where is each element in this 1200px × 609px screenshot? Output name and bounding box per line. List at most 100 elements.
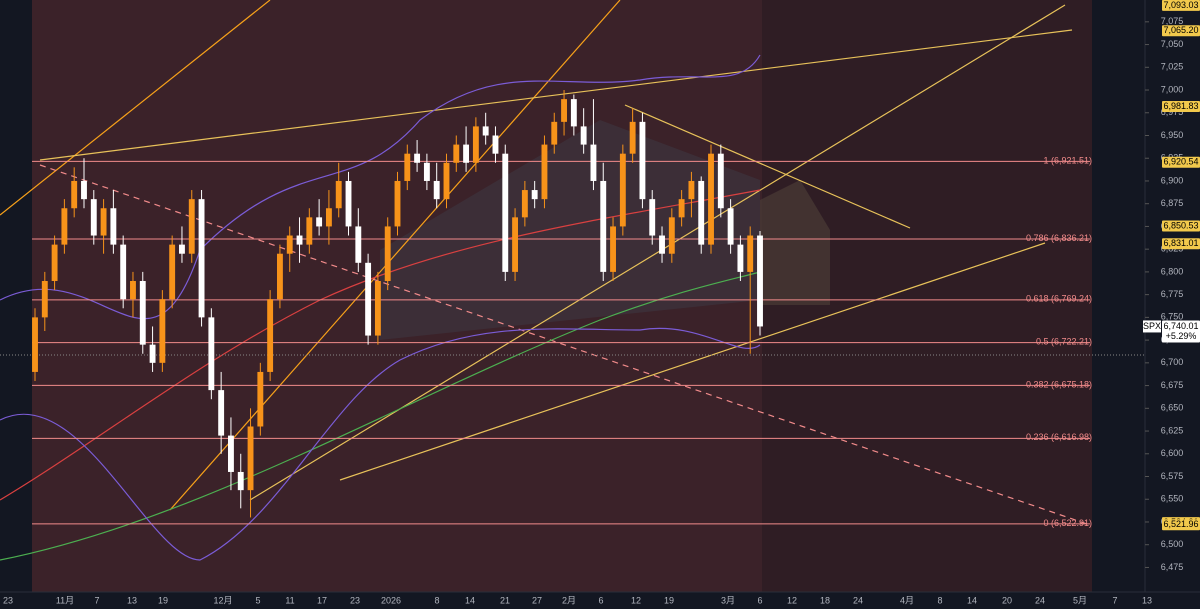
candle-body — [717, 153, 724, 209]
last-price-change: +5.29% — [1166, 331, 1197, 341]
x-tick-label: 12月 — [213, 595, 232, 605]
fib-label: 0 (6,522.91) — [1043, 518, 1092, 528]
candle-body — [757, 235, 763, 327]
x-tick-label: 7 — [1112, 595, 1117, 605]
candle-body — [610, 226, 616, 272]
candle-body — [443, 162, 450, 200]
fib-label: 0.236 (6,616.98) — [1026, 432, 1092, 442]
x-tick-label: 2026 — [381, 595, 401, 605]
x-tick-label: 23 — [350, 595, 360, 605]
candle-body — [159, 299, 166, 363]
y-tick-label: 6,575 — [1161, 471, 1184, 481]
candle-body — [737, 244, 744, 272]
y-tick-label: 6,900 — [1161, 175, 1184, 185]
candle-body — [365, 262, 372, 336]
candle-body — [247, 426, 254, 491]
price-tag-label: 6,831.01 — [1163, 238, 1198, 248]
drawings — [0, 0, 1091, 561]
candle-body — [688, 180, 695, 200]
candle-body — [668, 217, 675, 254]
y-tick-label: 7,050 — [1161, 39, 1184, 49]
last-price-tag — [1162, 320, 1200, 343]
y-tick-label: 6,550 — [1161, 494, 1184, 504]
candle-body — [355, 226, 362, 263]
price-tag — [1162, 519, 1200, 531]
x-tick-label: 12 — [787, 595, 797, 605]
x-tick-label: 21 — [500, 595, 510, 605]
x-tick-label: 8 — [434, 595, 439, 605]
fib-label: 0.618 (6,769.24) — [1026, 294, 1092, 304]
y-tick-label: 6,875 — [1161, 198, 1184, 208]
x-tick-label: 24 — [853, 595, 863, 605]
candle-body — [727, 208, 734, 245]
candle-body — [472, 126, 479, 163]
candle-body — [492, 135, 499, 154]
candle-body — [521, 190, 528, 218]
candle-body — [619, 153, 626, 227]
candle-body — [51, 244, 58, 281]
y-tick-label: 6,950 — [1161, 130, 1184, 140]
fib-label: 1 (6,921.51) — [1043, 155, 1092, 165]
x-tick-label: 13 — [1142, 595, 1152, 605]
symbol-label: SPX — [1143, 321, 1161, 331]
candle-body — [678, 199, 685, 218]
x-tick-label: 20 — [1002, 595, 1012, 605]
x-tick-label: 5月 — [1073, 595, 1087, 605]
y-tick-label: 6,775 — [1161, 289, 1184, 299]
candle-body — [502, 153, 509, 272]
price-tag-label: 6,521.96 — [1163, 519, 1198, 529]
band-line — [0, 327, 761, 561]
x-tick-label: 7 — [94, 595, 99, 605]
candle-body — [71, 180, 78, 209]
candle-body — [541, 144, 548, 200]
candle-body — [208, 317, 215, 391]
x-tick-label: 2月 — [562, 595, 576, 605]
band-line — [0, 54, 761, 320]
candle-body — [747, 235, 754, 272]
candle-body — [306, 217, 313, 245]
y-tick-label: 6,750 — [1161, 312, 1184, 322]
x-tick-label: 5 — [255, 595, 260, 605]
candle-body — [590, 144, 597, 181]
x-tick-label: 11月 — [56, 595, 74, 605]
candle-body — [453, 144, 460, 163]
x-tick-label: 27 — [532, 595, 542, 605]
candle-body — [423, 162, 430, 181]
x-tick-label: 6 — [598, 595, 603, 605]
price-tag — [1162, 156, 1200, 168]
candle-body — [218, 390, 225, 436]
y-tick-label: 6,675 — [1161, 380, 1184, 390]
candle-body — [531, 190, 538, 200]
x-tick-label: 4月 — [900, 595, 914, 605]
y-tick-label: 6,600 — [1161, 448, 1184, 458]
candle-body — [286, 235, 293, 254]
y-tick-label: 6,800 — [1161, 266, 1184, 276]
x-tick-label: 18 — [820, 595, 830, 605]
price-tag-label: 7,065.20 — [1163, 25, 1198, 35]
y-tick-label: 6,500 — [1161, 539, 1184, 549]
x-tick-label: 23 — [3, 595, 13, 605]
candle-body — [276, 253, 283, 300]
fib-label: 0.786 (6,836.21) — [1026, 233, 1092, 243]
candle-body — [649, 199, 656, 236]
x-tick-label: 6 — [757, 595, 762, 605]
y-tick-label: 7,075 — [1161, 16, 1184, 26]
candle-body — [90, 199, 97, 236]
x-tick-label: 11 — [285, 595, 294, 605]
price-tag — [1162, 25, 1200, 37]
candle-body — [551, 121, 558, 145]
candle-body — [482, 126, 489, 136]
trend-line — [169, 0, 621, 511]
last-price-label: 6,740.01 — [1163, 321, 1198, 331]
trend-line — [249, 4, 1066, 501]
candle-body — [394, 180, 401, 227]
candle-body — [228, 435, 234, 472]
band-area — [380, 120, 760, 340]
candle-body — [257, 371, 264, 427]
price-tag — [1162, 101, 1200, 113]
trend-line — [339, 242, 1046, 481]
candle-body — [629, 121, 636, 154]
x-tick-label: 12 — [631, 595, 641, 605]
candle-body — [81, 180, 87, 200]
average-line — [0, 271, 761, 561]
